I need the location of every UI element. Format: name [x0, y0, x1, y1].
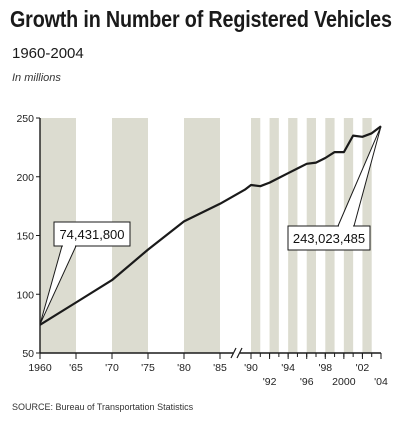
x-tick-label: '80 [177, 362, 191, 374]
chart-title: Growth in Number of Registered Vehicles [10, 6, 392, 32]
x-tick-label: '65 [69, 362, 83, 374]
x-tick-labels: 1960'65'70'75'80'85'90'92'94'96'982000'0… [28, 362, 388, 388]
callout-pointer [337, 126, 382, 227]
x-tick-label: 1960 [28, 362, 52, 374]
chart-subtitle: 1960-2004 [12, 45, 84, 62]
y-tick-label: 100 [16, 289, 34, 301]
x-tick-label: '02 [356, 362, 370, 374]
x-tick-label: '70 [105, 362, 119, 374]
x-tick-label: 2000 [332, 376, 356, 388]
shaded-band [251, 118, 261, 353]
source-note: SOURCE: Bureau of Transportation Statist… [12, 402, 194, 412]
callout-label-end: 243,023,485 [293, 231, 365, 246]
x-tick-label: '85 [213, 362, 227, 374]
callouts: 74,431,800 243,023,485 [39, 126, 382, 325]
series-line [39, 125, 382, 326]
shaded-band [184, 118, 220, 353]
callout-box [287, 225, 371, 251]
x-tick-label: '98 [318, 362, 332, 374]
x-tick-label: '75 [141, 362, 155, 374]
units-label: In millions [12, 72, 61, 84]
y-tick-label: 50 [22, 348, 34, 360]
x-tick-label: '96 [300, 376, 314, 388]
y-tick-label: 250 [16, 113, 34, 125]
shaded-band [269, 118, 279, 353]
axes [36, 117, 382, 359]
x-tick-label: '92 [263, 376, 277, 388]
y-tick-labels: 50 100 150 200 250 [16, 113, 34, 360]
callout-pointer [39, 245, 77, 325]
callout-box [53, 221, 131, 247]
y-tick-label: 200 [16, 172, 34, 184]
y-tick-label: 150 [16, 231, 34, 243]
axis-break-mark [230, 347, 243, 359]
line-chart: 50 100 150 200 250 1960 '65 '70 '75 '80 '85 '90 '92… [16, 113, 388, 388]
x-tick-label: '04 [374, 376, 388, 388]
x-tick-label: '90 [244, 362, 258, 374]
callout-label-start: 74,431,800 [59, 227, 124, 242]
x-tick-label: '94 [281, 362, 295, 374]
